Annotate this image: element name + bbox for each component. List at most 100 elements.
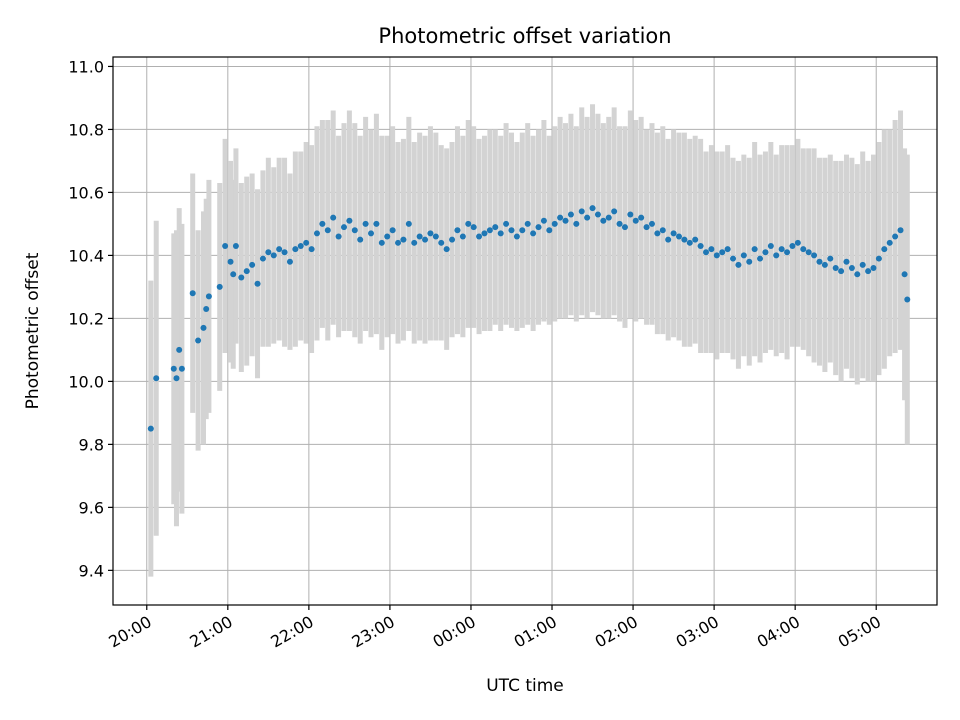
data-point bbox=[578, 208, 585, 215]
data-point bbox=[719, 249, 726, 256]
data-point bbox=[243, 268, 250, 275]
data-point bbox=[848, 265, 855, 272]
data-point bbox=[573, 220, 580, 227]
data-point bbox=[800, 246, 807, 253]
data-point bbox=[854, 271, 861, 278]
data-point bbox=[638, 214, 645, 221]
data-point bbox=[200, 324, 207, 331]
data-point bbox=[551, 220, 558, 227]
data-point bbox=[340, 224, 347, 231]
data-point bbox=[405, 220, 412, 227]
data-point bbox=[584, 214, 591, 221]
data-point bbox=[654, 230, 661, 237]
data-point bbox=[368, 230, 375, 237]
data-point bbox=[281, 249, 288, 256]
data-point bbox=[276, 246, 283, 253]
data-point bbox=[319, 220, 326, 227]
data-point bbox=[170, 365, 177, 372]
data-point bbox=[616, 220, 623, 227]
data-point bbox=[589, 205, 596, 212]
data-point bbox=[757, 255, 764, 262]
y-tick-label: 11.0 bbox=[68, 57, 104, 76]
data-point bbox=[481, 230, 488, 237]
data-point bbox=[454, 227, 461, 234]
data-point bbox=[508, 227, 515, 234]
data-point bbox=[395, 239, 402, 246]
y-tick-label: 10.6 bbox=[68, 183, 104, 202]
data-point bbox=[724, 246, 731, 253]
data-point bbox=[692, 236, 699, 243]
data-point bbox=[249, 261, 256, 268]
x-tick-label: 01:00 bbox=[511, 612, 560, 652]
data-point bbox=[292, 246, 299, 253]
data-point bbox=[643, 224, 650, 231]
x-tick-label: 20:00 bbox=[105, 612, 154, 652]
y-tick-label: 9.6 bbox=[79, 498, 104, 517]
data-point bbox=[373, 220, 380, 227]
data-point bbox=[503, 220, 510, 227]
data-point bbox=[778, 246, 785, 253]
data-point bbox=[611, 208, 618, 215]
data-point bbox=[178, 365, 185, 372]
data-point bbox=[859, 261, 866, 268]
data-point bbox=[230, 271, 237, 278]
data-point bbox=[492, 224, 499, 231]
x-tick-label: 00:00 bbox=[430, 612, 479, 652]
data-point bbox=[735, 261, 742, 268]
y-tick-label: 9.4 bbox=[79, 561, 104, 580]
data-point bbox=[335, 233, 342, 240]
x-tick-label: 03:00 bbox=[673, 612, 722, 652]
data-point bbox=[865, 268, 872, 275]
y-tick-label: 10.4 bbox=[68, 246, 104, 265]
data-point bbox=[904, 296, 911, 303]
error-bars bbox=[148, 104, 910, 577]
data-point bbox=[411, 239, 418, 246]
data-point bbox=[816, 258, 823, 265]
data-point bbox=[324, 227, 331, 234]
data-point bbox=[600, 217, 607, 224]
data-point bbox=[459, 233, 466, 240]
data-point bbox=[740, 252, 747, 259]
data-point bbox=[659, 227, 666, 234]
data-point bbox=[627, 211, 634, 218]
data-point bbox=[730, 255, 737, 262]
x-axis-label: UTC time bbox=[486, 676, 564, 696]
data-point bbox=[697, 242, 704, 249]
data-point bbox=[216, 283, 223, 290]
data-point bbox=[362, 220, 369, 227]
data-point bbox=[773, 252, 780, 259]
data-point bbox=[519, 227, 526, 234]
data-point bbox=[713, 252, 720, 259]
y-tick-label: 10.0 bbox=[68, 372, 104, 391]
x-tick-label: 21:00 bbox=[186, 612, 235, 652]
data-point bbox=[238, 274, 245, 281]
data-point bbox=[557, 214, 564, 221]
data-point bbox=[470, 224, 477, 231]
x-tick-label: 04:00 bbox=[754, 612, 803, 652]
data-point bbox=[205, 293, 212, 300]
data-point bbox=[308, 246, 315, 253]
data-point bbox=[762, 249, 769, 256]
data-point bbox=[540, 217, 547, 224]
data-point bbox=[153, 375, 160, 382]
data-point bbox=[173, 375, 180, 382]
data-point bbox=[886, 239, 893, 246]
data-point bbox=[805, 249, 812, 256]
data-point bbox=[708, 246, 715, 253]
data-point bbox=[227, 258, 234, 265]
data-point bbox=[703, 249, 710, 256]
data-point bbox=[270, 252, 277, 259]
data-point bbox=[513, 233, 520, 240]
data-point bbox=[438, 239, 445, 246]
data-point bbox=[767, 242, 774, 249]
data-point bbox=[465, 220, 472, 227]
data-point bbox=[843, 258, 850, 265]
data-point bbox=[567, 211, 574, 218]
data-point bbox=[313, 230, 320, 237]
data-point bbox=[821, 261, 828, 268]
data-point bbox=[400, 236, 407, 243]
data-point bbox=[259, 255, 266, 262]
data-point bbox=[416, 233, 423, 240]
data-point bbox=[189, 290, 196, 297]
